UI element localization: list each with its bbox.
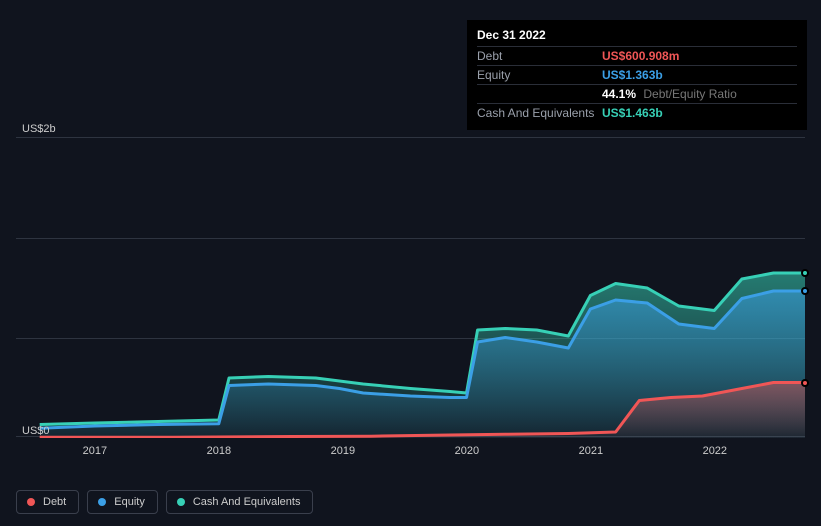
tooltip-ratio-label: Debt/Equity Ratio bbox=[643, 87, 736, 101]
tooltip: Dec 31 2022 Debt US$600.908m Equity US$1… bbox=[467, 20, 807, 130]
xaxis-labels: 2017 2018 2019 2020 2021 2022 bbox=[16, 445, 805, 465]
tooltip-row-equity: Equity US$1.363b bbox=[477, 65, 797, 84]
tooltip-ratio-spacer bbox=[477, 87, 602, 101]
swatch-debt bbox=[27, 498, 35, 506]
xaxis-tick: 2022 bbox=[703, 445, 727, 457]
legend-item-debt[interactable]: Debt bbox=[16, 490, 79, 514]
tooltip-equity-value: US$1.363b bbox=[602, 68, 663, 82]
xaxis-tick: 2017 bbox=[83, 445, 107, 457]
legend-item-cash[interactable]: Cash And Equivalents bbox=[166, 490, 314, 514]
tooltip-row-debt: Debt US$600.908m bbox=[477, 46, 797, 65]
yaxis-top-label: US$2b bbox=[22, 123, 56, 135]
tooltip-cash-value: US$1.463b bbox=[602, 106, 663, 120]
legend-label-debt: Debt bbox=[43, 496, 66, 508]
yaxis-bottom-label: US$0 bbox=[22, 425, 50, 437]
tooltip-row-ratio: 44.1% Debt/Equity Ratio bbox=[477, 84, 797, 103]
swatch-equity bbox=[98, 498, 106, 506]
legend-item-equity[interactable]: Equity bbox=[87, 490, 158, 514]
tooltip-date: Dec 31 2022 bbox=[477, 28, 797, 46]
xaxis-tick: 2019 bbox=[331, 445, 355, 457]
legend-label-cash: Cash And Equivalents bbox=[193, 496, 301, 508]
xaxis-tick: 2018 bbox=[207, 445, 231, 457]
tooltip-cash-label: Cash And Equivalents bbox=[477, 106, 602, 120]
tooltip-equity-label: Equity bbox=[477, 68, 602, 82]
plot-area bbox=[16, 137, 805, 437]
swatch-cash bbox=[177, 498, 185, 506]
tooltip-row-cash: Cash And Equivalents US$1.463b bbox=[477, 103, 797, 122]
marker-cash-and-equivalents bbox=[801, 269, 809, 277]
tooltip-ratio: 44.1% Debt/Equity Ratio bbox=[602, 87, 737, 101]
legend-label-equity: Equity bbox=[114, 496, 145, 508]
chart: US$2b US$0 2017 2018 2019 2020 2021 2022 bbox=[16, 125, 805, 455]
tooltip-ratio-pct: 44.1% bbox=[602, 87, 636, 101]
tooltip-debt-value: US$600.908m bbox=[602, 49, 679, 63]
marker-debt bbox=[801, 379, 809, 387]
chart-svg bbox=[16, 138, 805, 438]
legend: Debt Equity Cash And Equivalents bbox=[16, 490, 313, 514]
xaxis-tick: 2021 bbox=[579, 445, 603, 457]
xaxis-tick: 2020 bbox=[455, 445, 479, 457]
tooltip-debt-label: Debt bbox=[477, 49, 602, 63]
marker-equity bbox=[801, 287, 809, 295]
